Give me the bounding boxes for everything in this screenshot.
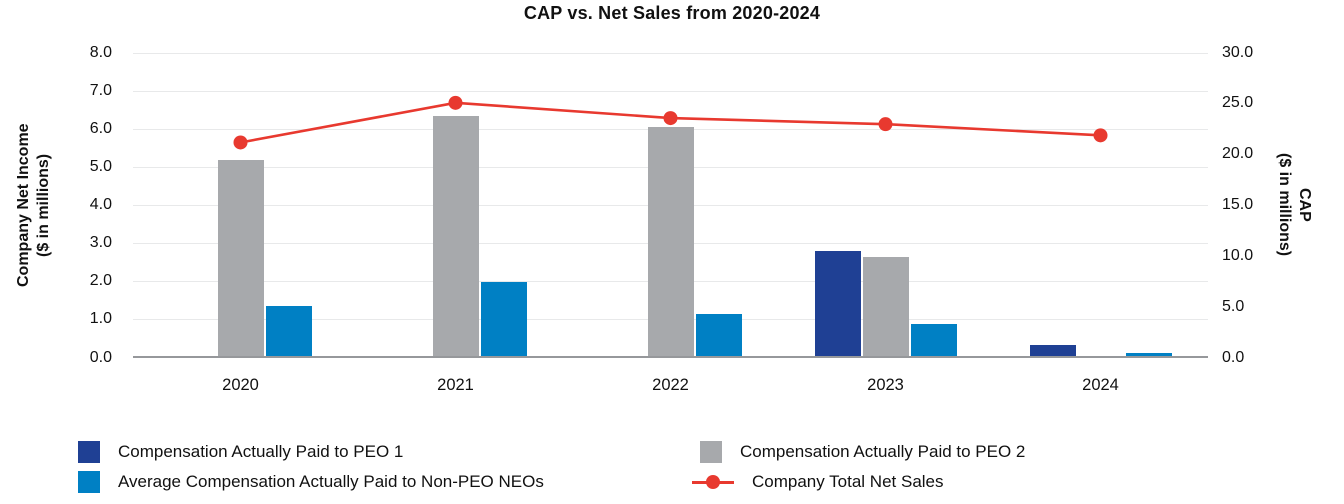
y-tick-label-left: 4.0 (89, 196, 112, 213)
bar-series2-2022 (647, 127, 694, 356)
y-tick-label-left: 7.0 (89, 81, 112, 99)
bar-series3-2024 (1125, 353, 1172, 356)
y-tick-label-left: 5.0 (89, 157, 112, 175)
y-tick-label-left: 0.0 (89, 348, 112, 366)
y-tick-label-right: 30.0 (1222, 43, 1254, 61)
gridline (133, 52, 1208, 54)
non-peo-neos-swatch-icon (78, 471, 100, 493)
left-axis-title: Company Net Income ($ in millions) (14, 55, 54, 355)
bar-series3-2022 (695, 314, 742, 356)
net-sales-line-series (233, 95, 1108, 150)
peo1-swatch-icon (78, 441, 100, 463)
left-axis-title-line1: Company Net Income (15, 123, 32, 287)
y-tick-label-right: 0.0 (1222, 348, 1245, 366)
legend-label-peo2: Compensation Actually Paid to PEO 2 (740, 442, 1026, 461)
y-tick-label-left: 2.0 (89, 272, 112, 290)
bar-series2-2021 (432, 115, 479, 356)
y-tick-label-left: 6.0 (89, 119, 112, 137)
peo2-swatch-icon (700, 441, 722, 463)
gridline (133, 90, 1208, 92)
y-tick-label-left: 1.0 (89, 310, 112, 328)
net-sales-point-2022 (663, 111, 678, 126)
net-sales-point-2021 (448, 95, 463, 110)
x-tick-label-2024: 2024 (1082, 376, 1119, 394)
legend-label-peo1: Compensation Actually Paid to PEO 1 (118, 442, 404, 461)
bar-series3-2023 (910, 323, 957, 356)
net-sales-point-2024 (1093, 128, 1108, 143)
plot-area (133, 52, 1208, 358)
legend-label-net-sales: Company Total Net Sales (752, 472, 944, 491)
y-tick-label-left: 3.0 (89, 234, 112, 252)
net-sales-point-2020 (233, 135, 248, 150)
right-axis-title-line1: CAP (1296, 188, 1313, 222)
bar-series3-2021 (480, 281, 527, 356)
net-sales-line-marker-icon (692, 471, 734, 493)
x-tick-label-2023: 2023 (867, 376, 904, 394)
x-tick-label-2020: 2020 (222, 376, 259, 394)
bar-series1-2023 (814, 251, 861, 356)
legend-label-non-peo-neos: Average Compensation Actually Paid to No… (118, 472, 544, 491)
chart-title: CAP vs. Net Sales from 2020-2024 (523, 3, 821, 23)
bar-series3-2020 (265, 306, 312, 356)
y-tick-label-right: 25.0 (1222, 94, 1254, 112)
bar-series2-2023 (862, 256, 909, 356)
legend-item-non-peo-neos: Average Compensation Actually Paid to No… (78, 471, 544, 493)
legend-item-net-sales: Company Total Net Sales (692, 471, 944, 493)
legend-item-peo1: Compensation Actually Paid to PEO 1 (78, 441, 403, 463)
x-tick-label-2022: 2022 (652, 376, 689, 394)
legend-item-peo2: Compensation Actually Paid to PEO 2 (700, 441, 1025, 463)
y-tick-label-right: 5.0 (1222, 297, 1245, 315)
y-tick-label-left: 8.0 (89, 43, 112, 61)
y-tick-label-right: 10.0 (1222, 246, 1254, 264)
x-tick-label-2021: 2021 (437, 376, 474, 394)
left-axis-title-line2: ($ in millions) (35, 153, 52, 257)
right-axis-title-line2: ($ in millions) (1276, 153, 1293, 257)
x-axis-line (133, 356, 1208, 358)
net-sales-point-2023 (878, 117, 893, 132)
net-sales-dot-icon (706, 475, 720, 489)
right-axis-title: CAP ($ in millions) (1274, 55, 1314, 355)
bar-series1-2024 (1029, 344, 1076, 356)
y-tick-label-right: 20.0 (1222, 145, 1254, 163)
bar-series2-2020 (217, 159, 264, 356)
y-tick-label-right: 15.0 (1222, 196, 1254, 213)
